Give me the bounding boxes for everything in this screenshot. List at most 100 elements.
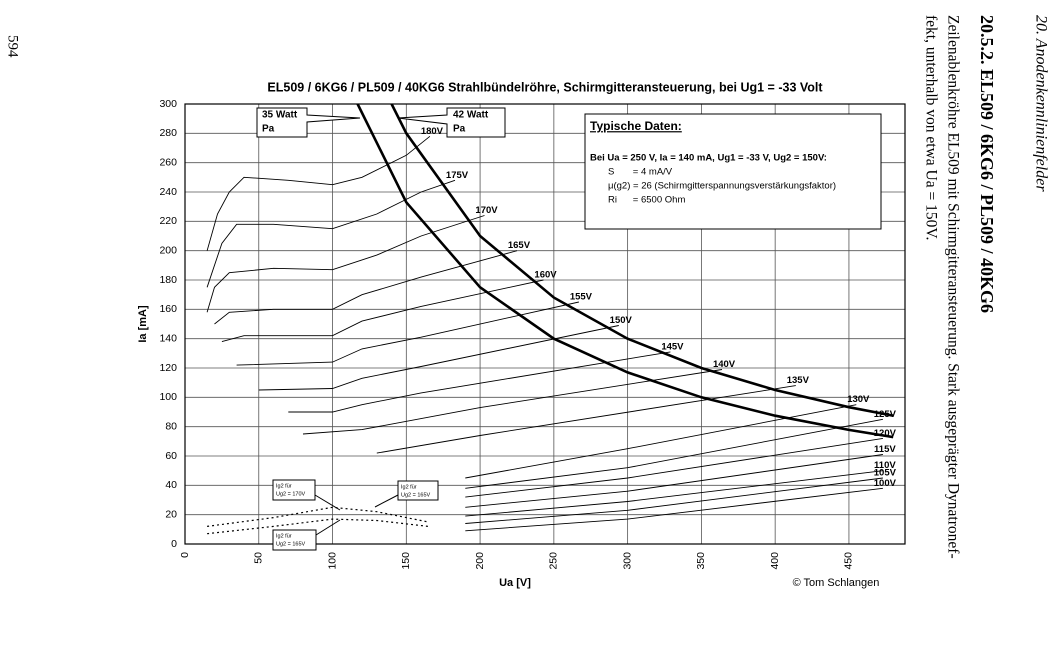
note-pointer [315, 519, 341, 536]
y-tick-label: 60 [165, 450, 177, 462]
x-tick-label: 0 [179, 552, 191, 558]
series-label: 130V [847, 394, 870, 405]
info-title: Typische Daten: [590, 119, 682, 133]
curve [465, 487, 883, 532]
x-tick-label: 50 [253, 552, 265, 564]
series-label: 175V [446, 170, 469, 181]
note-box [397, 480, 439, 501]
curve [465, 404, 857, 479]
curve [206, 179, 456, 288]
y-tick-label: 220 [159, 215, 177, 227]
series-label: 170V [475, 205, 498, 216]
series-label: 115V [874, 444, 896, 455]
series-label: 150V [610, 315, 633, 326]
note-box [272, 479, 316, 501]
info-line: Bei Ua = 250 V, Ia = 140 mA, Ug1 = -33 V… [590, 153, 827, 164]
y-tick-label: 300 [159, 98, 177, 110]
body-line: fekt, unterhalb von etwa Ua = 150V. [922, 15, 939, 240]
curve [206, 135, 431, 251]
y-tick-label: 200 [159, 244, 177, 256]
y-tick-label: 100 [159, 391, 177, 403]
note-text: Ug2 = 165V [276, 541, 306, 547]
note-text: Ig2 für [276, 483, 292, 489]
y-tick-label: 240 [159, 186, 177, 198]
series-label: 105V [874, 468, 897, 479]
curve [465, 470, 883, 517]
running-header: 20. Anodenkennlinienfelder [1032, 15, 1049, 192]
body-line: Zeilenablenkröhre EL509 mit Schirmgitter… [944, 15, 961, 559]
curve [465, 437, 883, 498]
x-tick-label: 350 [695, 552, 707, 570]
series-label: 135V [787, 375, 810, 386]
curve [465, 418, 883, 489]
series-label: 160V [534, 270, 557, 281]
callout [397, 107, 506, 138]
x-tick-label: 400 [769, 552, 781, 570]
x-tick-label: 100 [326, 552, 338, 570]
note-text: Ug2 = 170V [276, 491, 306, 497]
curve [236, 301, 579, 366]
y-tick-label: 0 [171, 538, 177, 550]
curve [221, 279, 544, 343]
curve [258, 325, 619, 391]
ig2-curve [207, 518, 429, 535]
y-tick-label: 80 [165, 420, 177, 432]
callout-text: Pa [453, 124, 466, 135]
callout-text: Pa [262, 124, 275, 135]
plot: 0 20 40 60 80 100 120 140 160 180 200 220 240 260 280 3… [159, 98, 906, 570]
series-label: 120V [874, 428, 897, 439]
callout [256, 107, 361, 138]
curve [206, 215, 485, 313]
credit: © Tom Schlangen [793, 577, 880, 589]
info-box [584, 113, 882, 230]
info-line: μ(g2) = 26 (Schirmgitterspannungsverstär… [608, 181, 836, 192]
curve [214, 250, 518, 325]
y-tick-label: 120 [159, 362, 177, 374]
curve [376, 385, 796, 454]
series-label: 180V [421, 126, 444, 137]
x-tick-label: 250 [548, 552, 560, 570]
info-line: Ri = 6500 Ohm [608, 195, 685, 206]
plot-frame [184, 103, 906, 545]
note-text: Ug2 = 165V [401, 492, 431, 498]
chart-title: EL509 / 6KG6 / PL509 / 40KG6 Strahlbünde… [267, 80, 823, 94]
curve [390, 103, 894, 417]
y-tick-label: 40 [165, 479, 177, 491]
ig2-curve [207, 506, 429, 527]
series-label: 155V [570, 292, 593, 303]
series-label: 110V [874, 460, 896, 471]
curve [465, 454, 883, 508]
series-label: 140V [713, 359, 736, 370]
curve [288, 351, 671, 413]
note-pointer [314, 494, 341, 511]
y-tick-label: 160 [159, 303, 177, 315]
curve [356, 103, 894, 439]
x-tick-label: 150 [400, 552, 412, 570]
curve [302, 369, 723, 435]
y-tick-label: 140 [159, 332, 177, 344]
x-tick-label: 450 [843, 552, 855, 570]
info-line: S = 4 mA/V [608, 167, 673, 178]
ig2-notes: Ig2 für Ug2 = 170V Ig2 für Ug2 = 165V Ig… [272, 479, 439, 551]
note-text: Ig2 für [276, 533, 292, 539]
series-label: 100V [874, 478, 897, 489]
series-label: 165V [508, 240, 531, 251]
y-tick-label: 280 [159, 127, 177, 139]
note-box [272, 529, 317, 551]
page-number: 594 [5, 35, 21, 58]
callout-text: 42 Watt [453, 110, 489, 121]
section-title: 20.5.2. EL509 / 6KG6 / PL509 / 40KG6 [977, 15, 997, 313]
y-tick-label: 260 [159, 156, 177, 168]
callout-text: 35 Watt [262, 110, 298, 121]
note-pointer [374, 494, 399, 508]
series-label: 145V [661, 341, 684, 352]
note-text: Ig2 für [401, 484, 417, 490]
x-tick-label: 200 [474, 552, 486, 570]
x-tick-label: 300 [621, 552, 633, 570]
y-tick-label: 180 [159, 274, 177, 286]
x-axis-label: Ua [V] [499, 577, 531, 589]
y-tick-label: 20 [165, 508, 177, 520]
y-axis-label: Ia [mA] [137, 305, 149, 343]
curve [465, 477, 883, 524]
